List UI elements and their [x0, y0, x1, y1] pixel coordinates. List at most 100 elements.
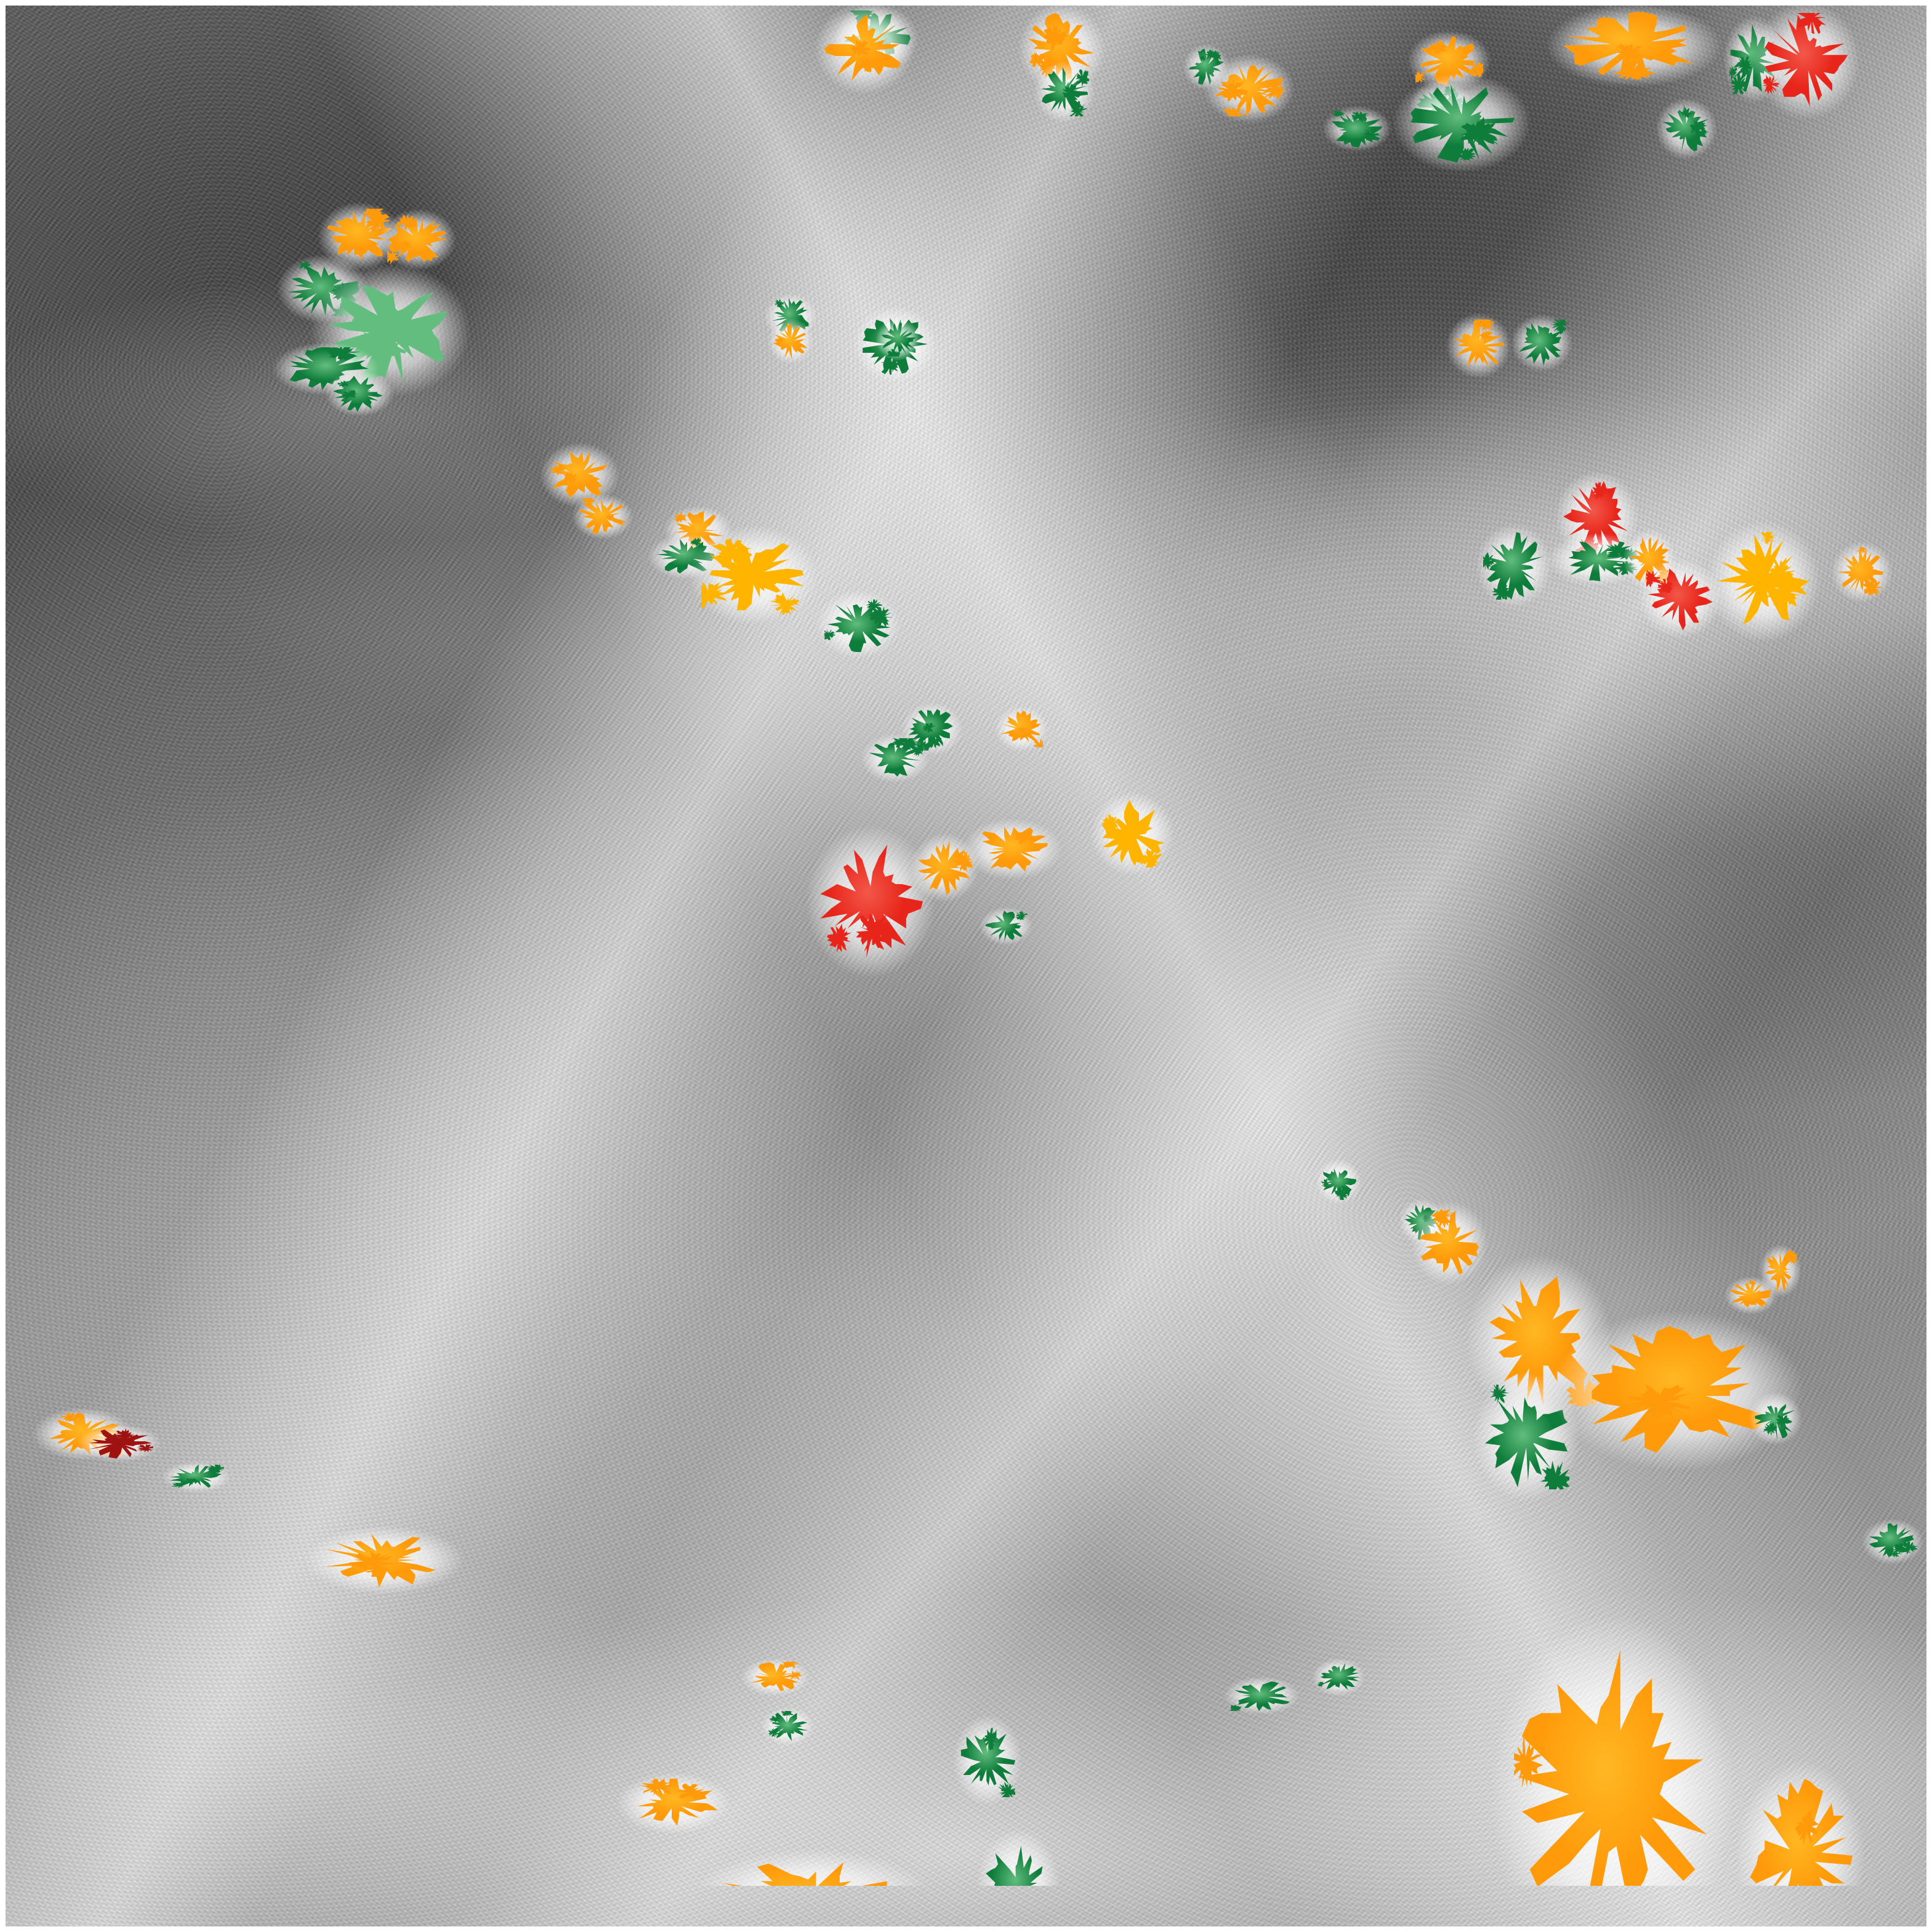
convective-cell-amber[interactable]	[678, 517, 829, 633]
convective-cell-orange[interactable]	[1531, 1297, 1824, 1484]
convective-cell-green[interactable]	[1464, 1361, 1588, 1513]
convective-cell-orange[interactable]	[670, 1841, 954, 1886]
cell-shape	[579, 498, 627, 534]
convective-overlay	[6, 6, 1926, 1886]
convective-cell-orange[interactable]	[533, 437, 627, 513]
cell-shape	[324, 1533, 436, 1588]
convective-cell-green[interactable]	[948, 1707, 1028, 1814]
cell-shape	[881, 323, 916, 356]
cell-shape	[824, 598, 892, 652]
cell-shape	[1763, 13, 1848, 107]
convective-cell-orange[interactable]	[763, 314, 818, 368]
convective-cell-orange[interactable]	[1725, 1745, 1876, 1886]
convective-cell-green[interactable]	[1506, 309, 1577, 376]
convective-cell-green[interactable]	[1217, 1673, 1306, 1718]
cell-shape	[824, 14, 901, 81]
convective-cell-green[interactable]	[1382, 65, 1542, 180]
cell-shape	[1568, 541, 1637, 581]
cell-shape	[1755, 1404, 1796, 1440]
cell-shape	[1662, 104, 1709, 151]
convective-cell-red[interactable]	[1631, 551, 1729, 645]
cell-shape	[387, 215, 448, 264]
convective-cell-orange[interactable]	[807, 6, 922, 102]
convective-cell-dark-red[interactable]	[70, 1421, 169, 1465]
convective-cell-orange[interactable]	[1826, 536, 1898, 608]
convective-cell-amber[interactable]	[1083, 784, 1181, 883]
convective-cell-green[interactable]	[975, 904, 1037, 948]
satellite-raster	[6, 6, 1926, 1926]
cell-shape	[1411, 84, 1515, 163]
cell-shape	[985, 911, 1028, 941]
convective-cell-orange[interactable]	[567, 489, 638, 544]
cell-shape	[1484, 1385, 1569, 1489]
cell-shape	[767, 1711, 808, 1741]
cell-shape	[981, 826, 1048, 872]
convective-cell-orange[interactable]	[1532, 6, 1736, 95]
convective-cell-orange[interactable]	[291, 1520, 478, 1600]
convective-cell-orange[interactable]	[904, 827, 984, 908]
convective-cell-orange[interactable]	[1196, 49, 1303, 129]
convective-cell-orange[interactable]	[1441, 308, 1516, 384]
convective-cell-green[interactable]	[156, 1459, 236, 1495]
cell-shape	[327, 209, 392, 260]
cell-shape	[1214, 63, 1286, 116]
convective-cell-orange[interactable]	[954, 813, 1070, 885]
cell-shape	[549, 451, 608, 498]
convective-cell-green[interactable]	[871, 315, 925, 364]
cell-shape	[749, 1662, 803, 1691]
convective-cell-orange[interactable]	[990, 702, 1053, 756]
cell-shape	[1563, 12, 1694, 79]
cell-shape	[1231, 1681, 1290, 1711]
convective-cell-green[interactable]	[809, 584, 908, 664]
convective-cell-green[interactable]	[1470, 517, 1558, 615]
convective-cell-green[interactable]	[1744, 1387, 1807, 1450]
cell-shape	[1483, 532, 1544, 600]
convective-cell-orange[interactable]	[310, 196, 409, 276]
cell-shape	[88, 1428, 153, 1459]
cell-shape	[1717, 532, 1809, 625]
cell-shape	[1415, 36, 1483, 86]
convective-cell-green[interactable]	[756, 1704, 819, 1749]
cell-shape	[169, 1465, 224, 1489]
convective-cell-orange[interactable]	[1720, 1273, 1782, 1318]
convective-cell-green[interactable]	[1857, 1515, 1926, 1569]
convective-cell-green[interactable]	[320, 366, 400, 421]
cell-shape	[637, 1779, 718, 1826]
cell-shape	[1750, 1779, 1853, 1886]
convective-cell-amber[interactable]	[1697, 510, 1830, 653]
cell-shape	[1331, 110, 1383, 147]
convective-cell-red[interactable]	[1744, 6, 1869, 130]
convective-cell-green[interactable]	[855, 729, 935, 787]
cell-shape	[1646, 568, 1713, 630]
cell-shape	[773, 323, 808, 360]
cell-shape	[960, 1727, 1015, 1797]
convective-cell-orange[interactable]	[607, 1768, 740, 1839]
cell-shape	[1764, 1249, 1797, 1292]
convective-cell-orange[interactable]	[1405, 1194, 1494, 1292]
convective-cell-green[interactable]	[1029, 56, 1100, 127]
cell-shape	[1000, 710, 1043, 747]
cell-shape	[1040, 67, 1089, 116]
convective-cell-green[interactable]	[1317, 102, 1397, 156]
convective-cell-orange[interactable]	[374, 204, 462, 275]
cell-shape	[986, 1846, 1043, 1886]
convective-cell-orange[interactable]	[1400, 25, 1499, 97]
cell-shape	[868, 738, 923, 777]
cell-shape	[1837, 547, 1884, 597]
convective-cell-green[interactable]	[1539, 528, 1655, 591]
convective-cell-orange[interactable]	[735, 1655, 815, 1699]
convective-cell-orange[interactable]	[1470, 1585, 1755, 1886]
cell-shape	[1453, 320, 1505, 369]
cell-shape	[1730, 1280, 1772, 1308]
convective-cell-red[interactable]	[795, 813, 946, 990]
cell-shape	[917, 840, 972, 895]
cell-shape	[1420, 1209, 1479, 1274]
cell-shape	[1101, 800, 1165, 867]
cell-shape	[1317, 1663, 1360, 1690]
convective-cell-green[interactable]	[969, 1820, 1068, 1886]
convective-cell-green[interactable]	[1307, 1655, 1370, 1699]
convective-cell-green[interactable]	[1311, 1154, 1366, 1209]
convective-cell-green[interactable]	[1651, 93, 1722, 164]
cell-shape	[701, 538, 804, 615]
